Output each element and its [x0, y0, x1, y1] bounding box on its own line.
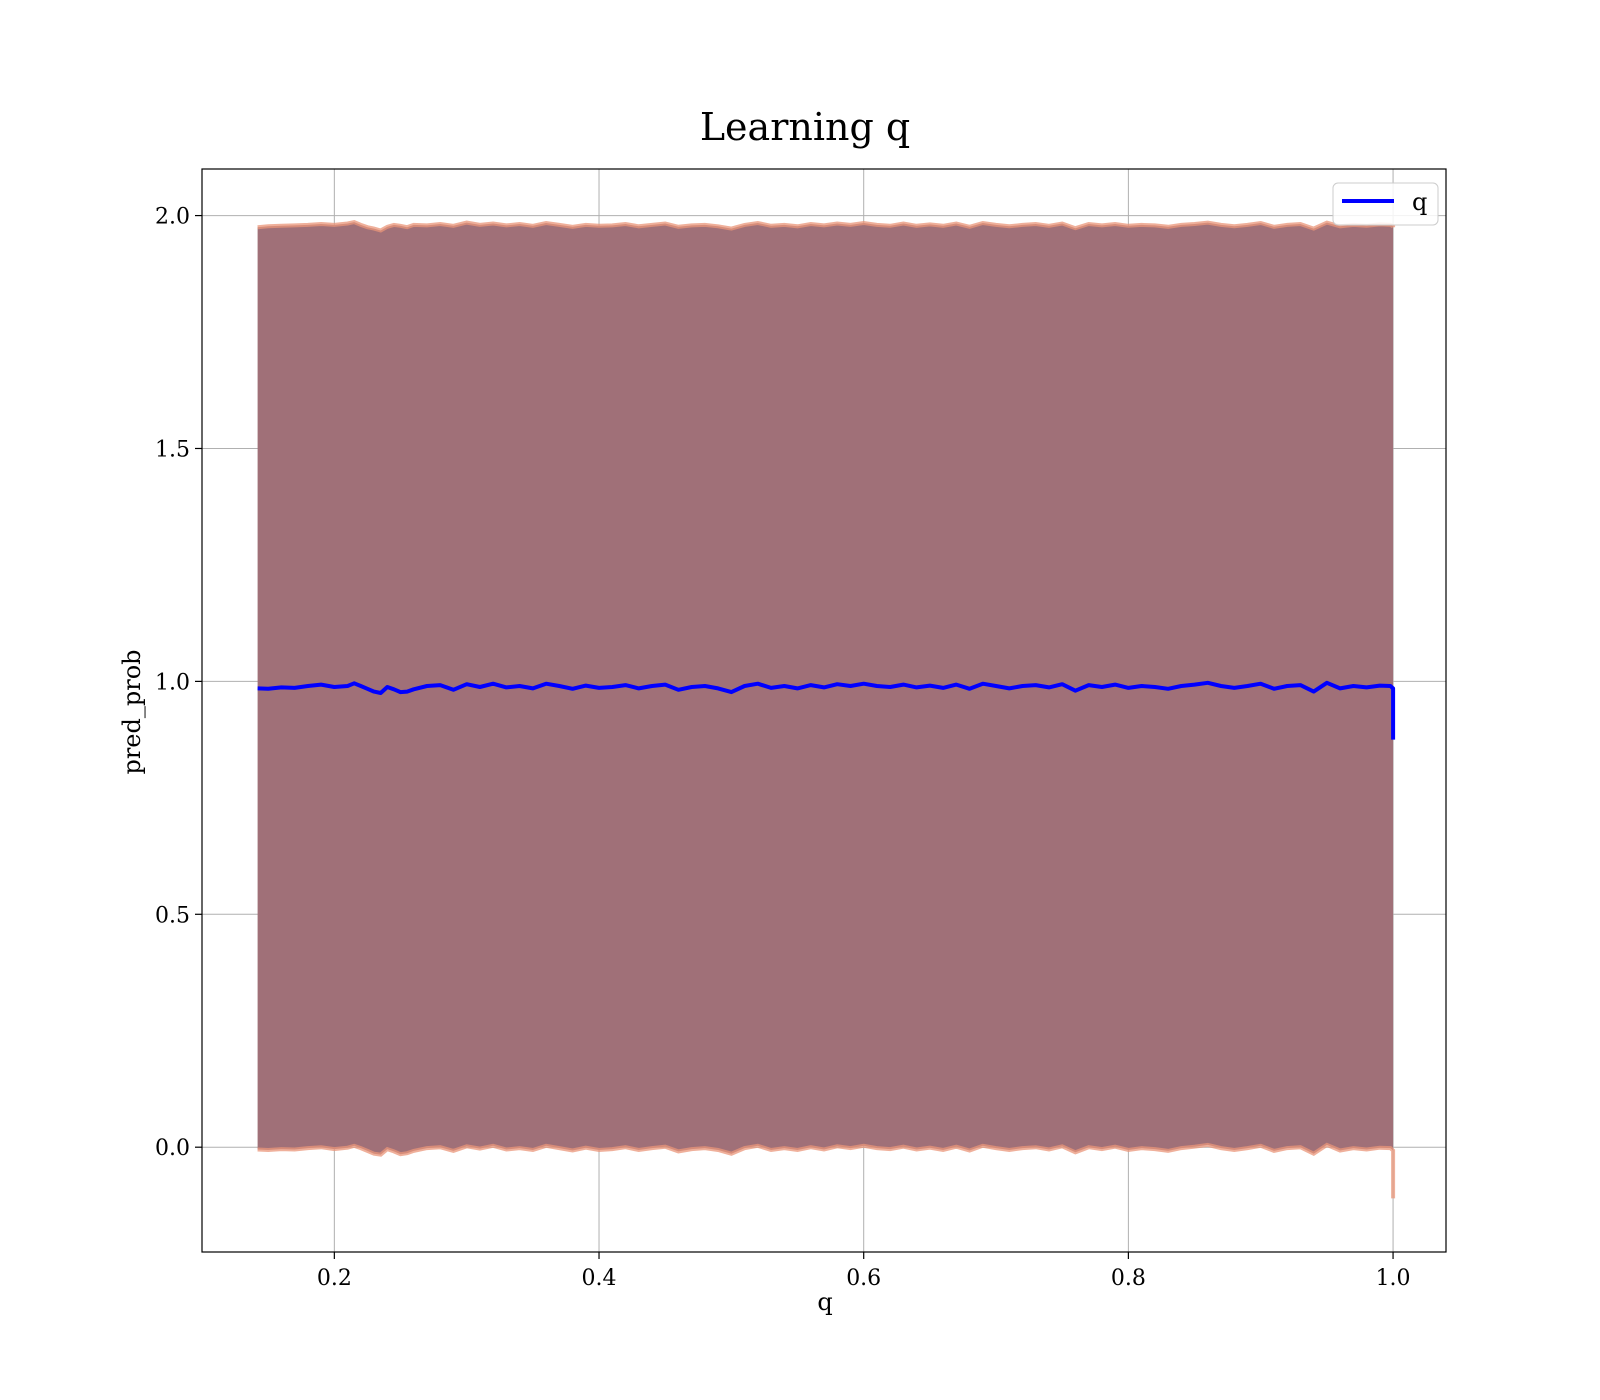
y-tick-label-2: 1.0 — [155, 670, 190, 695]
x-tick-label-4: 1.0 — [1376, 1266, 1411, 1291]
series-line-q — [257, 680, 1396, 740]
legend: q — [1332, 182, 1439, 226]
chart-title: Learning q — [700, 105, 910, 149]
band-lower-edge — [257, 1142, 1396, 1199]
x-axis-ticks: 0.2 0.4 0.6 0.8 1.0 — [317, 1252, 1411, 1291]
y-axis-label: pred_prob — [118, 649, 146, 774]
x-tick-label-0: 0.2 — [317, 1266, 352, 1291]
legend-label-q: q — [1412, 188, 1427, 216]
x-tick-label-2: 0.6 — [846, 1266, 881, 1291]
y-tick-label-4: 2.0 — [155, 205, 190, 230]
y-tick-label-1: 0.5 — [155, 903, 190, 928]
x-tick-label-1: 0.4 — [582, 1266, 617, 1291]
legend-box — [1332, 182, 1439, 226]
confidence-band — [257, 220, 1396, 1199]
y-tick-label-0: 0.0 — [155, 1136, 190, 1161]
x-axis-label: q — [817, 1288, 832, 1316]
y-axis-ticks: 0.0 0.5 1.0 1.5 2.0 — [155, 205, 202, 1161]
band-upper-edge — [257, 220, 1396, 233]
y-tick-label-3: 1.5 — [155, 437, 190, 462]
axes-frame — [201, 168, 1447, 1253]
series-lines — [257, 680, 1396, 740]
band-area — [257, 222, 1394, 1199]
plot-frame — [201, 168, 1447, 1253]
x-tick-label-3: 0.8 — [1111, 1266, 1146, 1291]
